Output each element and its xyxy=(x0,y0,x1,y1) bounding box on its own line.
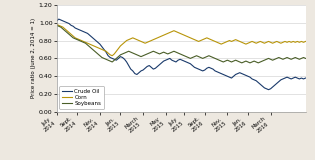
Crude Oil xyxy=(114,59,118,61)
Crude Oil xyxy=(55,20,59,22)
Soybeans xyxy=(287,57,291,59)
Line: Soybeans: Soybeans xyxy=(57,25,306,63)
Corn xyxy=(55,24,59,25)
Crude Oil xyxy=(289,78,293,80)
Crude Oil xyxy=(192,66,196,68)
Legend: Crude Oil, Corn, Soybeans: Crude Oil, Corn, Soybeans xyxy=(60,86,104,109)
Soybeans xyxy=(297,58,301,60)
Corn xyxy=(114,50,118,52)
Crude Oil xyxy=(266,89,270,91)
Crude Oil xyxy=(215,71,219,73)
Soybeans xyxy=(135,54,139,56)
Crude Oil xyxy=(57,18,61,20)
Corn xyxy=(287,40,291,42)
Corn xyxy=(297,41,301,43)
Soybeans xyxy=(112,59,116,61)
Line: Corn: Corn xyxy=(57,24,306,56)
Soybeans xyxy=(213,57,217,59)
Y-axis label: Price ratio (June 2, 2014 = 1): Price ratio (June 2, 2014 = 1) xyxy=(31,18,36,98)
Soybeans xyxy=(55,24,59,26)
Soybeans xyxy=(304,57,307,59)
Soybeans xyxy=(240,62,244,64)
Line: Crude Oil: Crude Oil xyxy=(57,19,306,90)
Corn xyxy=(304,40,307,42)
Corn xyxy=(215,41,219,43)
Crude Oil xyxy=(300,77,303,79)
Corn xyxy=(137,40,141,41)
Crude Oil xyxy=(304,77,307,79)
Crude Oil xyxy=(137,72,141,74)
Corn xyxy=(192,39,196,41)
Corn xyxy=(110,55,114,57)
Soybeans xyxy=(191,56,194,58)
